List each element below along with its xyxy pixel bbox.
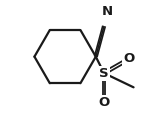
Text: O: O	[98, 96, 110, 109]
Text: S: S	[99, 67, 109, 80]
Text: N: N	[101, 5, 113, 18]
Text: O: O	[123, 53, 134, 65]
